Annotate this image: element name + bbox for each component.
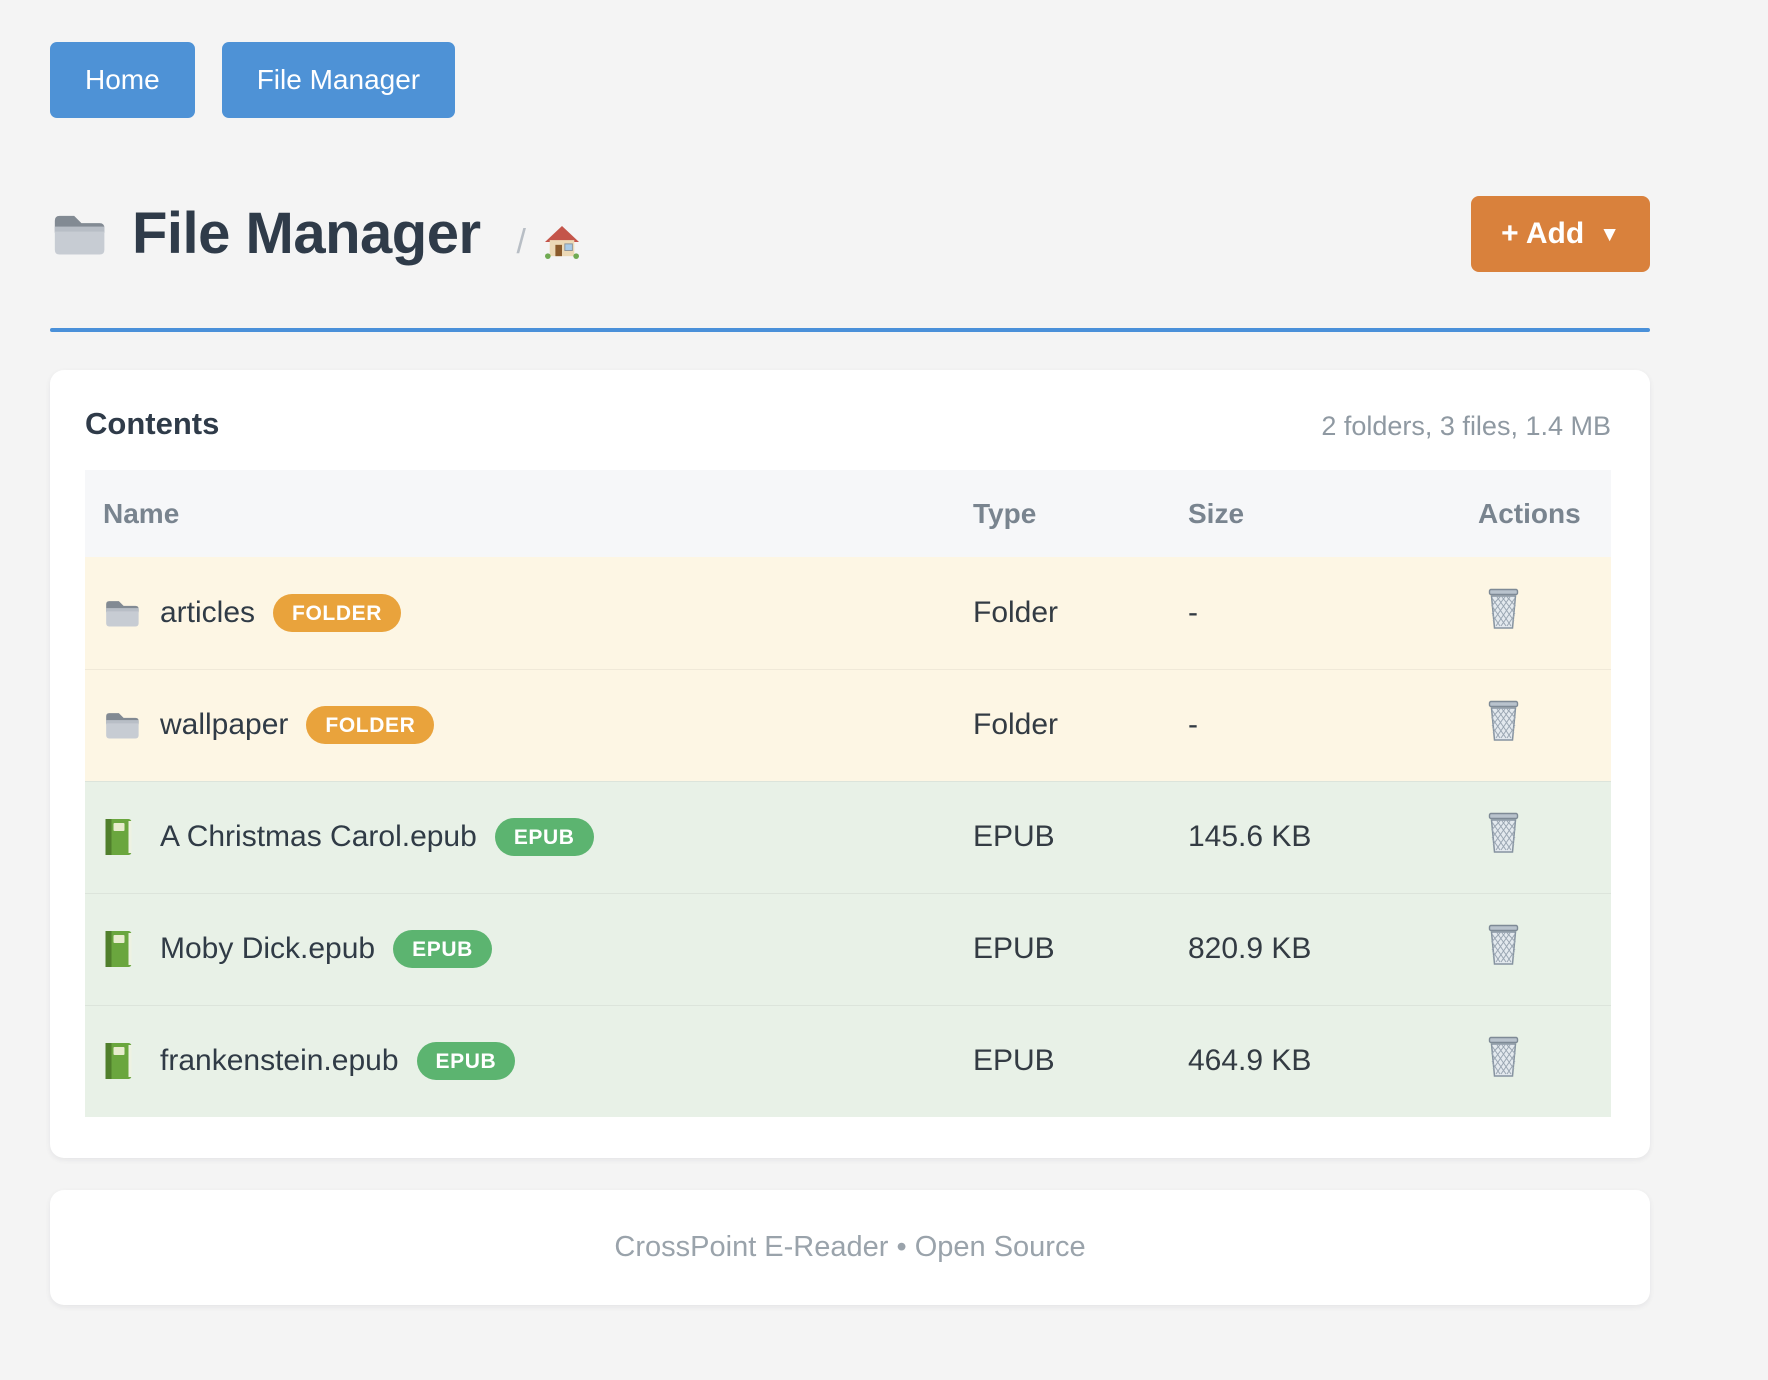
- trash-icon: [1488, 812, 1519, 853]
- type-cell: EPUB: [973, 932, 1055, 965]
- table-row: articles FOLDER Folder -: [85, 557, 1611, 669]
- nav-button-file-manager[interactable]: File Manager: [221, 42, 456, 118]
- type-badge: EPUB: [393, 930, 492, 968]
- folder-icon: [54, 215, 105, 255]
- type-badge: FOLDER: [273, 594, 401, 632]
- column-header-size: Size: [1188, 497, 1245, 529]
- book-icon: [105, 931, 132, 967]
- trash-icon: [1488, 924, 1519, 965]
- actions-cell: [1468, 924, 1611, 974]
- page-header: File Manager /: [50, 190, 1650, 278]
- table-body: articles FOLDER Folder -: [85, 557, 1611, 1117]
- delete-button[interactable]: [1486, 1036, 1521, 1078]
- page-title: File Manager: [132, 201, 481, 266]
- contents-heading: Contents: [85, 406, 220, 441]
- breadcrumb-separator: /: [516, 222, 526, 261]
- contents-summary: 2 folders, 3 files, 1.4 MB: [1321, 411, 1611, 441]
- type-cell: Folder: [973, 596, 1059, 629]
- name-cell: Moby Dick.epub EPUB: [85, 930, 973, 968]
- chevron-down-icon: ▼: [1599, 222, 1620, 246]
- actions-cell: [1468, 812, 1611, 862]
- table-row: Moby Dick.epub EPUB EPUB 820.9 KB: [85, 893, 1611, 1005]
- delete-button[interactable]: [1486, 812, 1521, 854]
- book-icon: [105, 1043, 132, 1079]
- delete-button[interactable]: [1486, 588, 1521, 630]
- row-icon-slot: [103, 597, 143, 629]
- files-table: Name Type Size Actions articles FOLDER F…: [85, 470, 1611, 1117]
- column-header-type: Type: [973, 497, 1037, 529]
- file-name[interactable]: frankenstein.epub: [160, 1044, 399, 1077]
- breadcrumb-home-link[interactable]: [544, 225, 580, 259]
- book-icon: [105, 819, 132, 855]
- footer: CrossPoint E-Reader • Open Source: [50, 1190, 1650, 1305]
- name-cell: frankenstein.epub EPUB: [85, 1042, 973, 1080]
- add-button[interactable]: + Add ▼: [1471, 196, 1650, 272]
- trash-icon: [1488, 700, 1519, 741]
- type-cell: Folder: [973, 708, 1059, 741]
- column-header-name: Name: [103, 497, 180, 529]
- actions-cell: [1468, 1036, 1611, 1086]
- folder-icon: [106, 601, 139, 627]
- type-badge: FOLDER: [306, 706, 435, 744]
- size-cell: 820.9 KB: [1188, 932, 1312, 965]
- title-divider: [50, 328, 1650, 332]
- delete-button[interactable]: [1486, 700, 1521, 742]
- row-icon-slot: [103, 818, 143, 856]
- type-cell: EPUB: [973, 820, 1055, 853]
- actions-cell: [1468, 588, 1611, 638]
- size-cell: -: [1188, 596, 1198, 629]
- column-header-actions: Actions: [1478, 497, 1581, 529]
- row-icon-slot: [103, 1042, 143, 1080]
- size-cell: 145.6 KB: [1188, 820, 1312, 853]
- contents-card-header: Contents 2 folders, 3 files, 1.4 MB: [85, 406, 1611, 470]
- title-group: File Manager /: [50, 205, 580, 263]
- top-nav: Home File Manager: [50, 0, 1650, 118]
- row-icon-slot: [103, 709, 143, 741]
- delete-button[interactable]: [1486, 924, 1521, 966]
- file-name[interactable]: A Christmas Carol.epub: [160, 820, 477, 853]
- size-cell: -: [1188, 708, 1198, 741]
- type-badge: EPUB: [494, 818, 594, 856]
- name-cell: wallpaper FOLDER: [85, 706, 973, 744]
- type-cell: EPUB: [973, 1044, 1055, 1077]
- name-cell: A Christmas Carol.epub EPUB: [85, 818, 973, 856]
- file-name[interactable]: Moby Dick.epub: [160, 932, 376, 965]
- nav-button-home[interactable]: Home: [50, 42, 195, 118]
- table-row: frankenstein.epub EPUB EPUB 464.9 KB: [85, 1005, 1611, 1117]
- name-cell: articles FOLDER: [85, 594, 973, 632]
- actions-cell: [1468, 700, 1611, 750]
- size-cell: 464.9 KB: [1188, 1044, 1312, 1077]
- file-name[interactable]: wallpaper: [160, 708, 289, 741]
- trash-icon: [1488, 588, 1519, 629]
- table-header-row: Name Type Size Actions: [85, 470, 1611, 557]
- add-button-label: + Add: [1501, 217, 1585, 250]
- type-badge: EPUB: [416, 1042, 516, 1080]
- table-row: wallpaper FOLDER Folder -: [85, 669, 1611, 781]
- breadcrumb: /: [517, 223, 580, 262]
- row-icon-slot: [103, 930, 143, 968]
- table-row: A Christmas Carol.epub EPUB EPUB 145.6 K…: [85, 781, 1611, 893]
- contents-card: Contents 2 folders, 3 files, 1.4 MB Name…: [50, 370, 1650, 1158]
- file-name[interactable]: articles: [160, 596, 256, 629]
- folder-icon: [106, 713, 139, 739]
- house-icon: [545, 225, 579, 259]
- trash-icon: [1488, 1036, 1519, 1077]
- footer-text: CrossPoint E-Reader • Open Source: [614, 1231, 1086, 1263]
